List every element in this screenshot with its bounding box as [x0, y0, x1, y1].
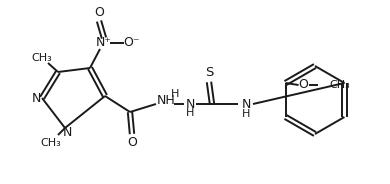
Text: H: H — [242, 109, 250, 119]
Text: O: O — [94, 6, 104, 20]
Text: O: O — [299, 79, 308, 91]
Text: CH₃: CH₃ — [330, 80, 350, 90]
Text: O: O — [127, 137, 137, 149]
Text: CH₃: CH₃ — [32, 53, 52, 63]
Text: N: N — [62, 125, 72, 139]
Text: S: S — [205, 66, 213, 79]
Text: H: H — [186, 108, 194, 118]
Text: N⁺: N⁺ — [96, 36, 112, 49]
Text: NH: NH — [157, 95, 176, 107]
Text: CH₃: CH₃ — [41, 138, 61, 148]
Text: N: N — [241, 98, 251, 112]
Text: O⁻: O⁻ — [124, 36, 140, 49]
Text: N: N — [31, 93, 41, 105]
Text: H: H — [171, 89, 179, 99]
Text: N: N — [185, 98, 195, 112]
